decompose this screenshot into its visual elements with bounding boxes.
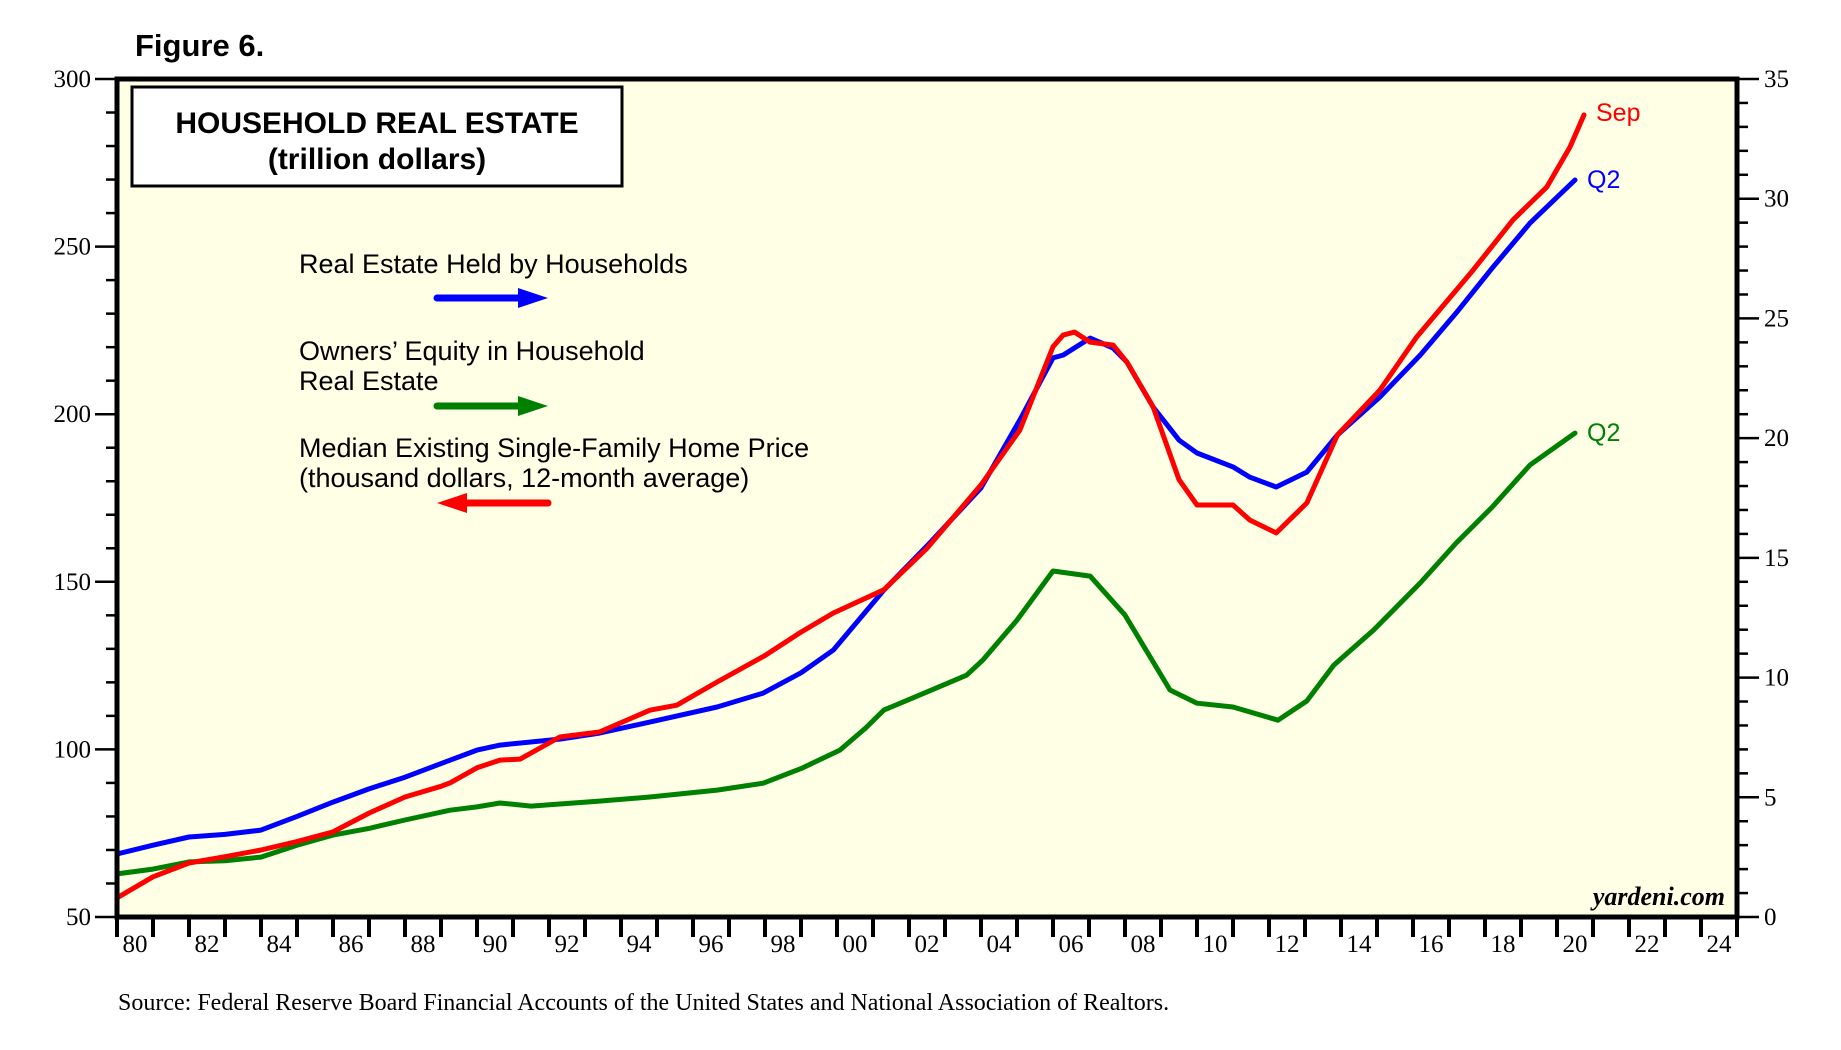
x-axis-tick-label: 86 — [339, 931, 364, 958]
right-axis-tick-label: 20 — [1764, 425, 1789, 452]
plot-frame — [114, 76, 1740, 920]
arrow-right-icon — [518, 396, 548, 416]
chart-title: HOUSEHOLD REAL ESTATE — [175, 107, 578, 140]
x-axis-tick-label: 94 — [627, 931, 653, 958]
right-axis: 0 5 10 15 20 25 30 35 — [1737, 66, 1789, 931]
right-axis-tick-label: 15 — [1764, 545, 1789, 572]
left-axis-tick-label: 300 — [54, 66, 92, 93]
x-axis-tick-label: 00 — [843, 931, 868, 958]
right-axis-tick-label: 5 — [1764, 784, 1777, 811]
title-box-frame — [130, 85, 624, 188]
x-axis-tick-label: 98 — [771, 931, 796, 958]
plot-area — [117, 79, 1737, 917]
end-label: Q2 — [1587, 166, 1620, 194]
arrow-left-icon — [437, 493, 467, 513]
end-label: Sep — [1596, 99, 1640, 127]
legend-item: Real Estate Held by Households — [299, 249, 688, 308]
x-axis-tick-label: 80 — [123, 931, 148, 958]
x-axis-tick-label: 16 — [1419, 931, 1444, 958]
x-axis-tick-label: 18 — [1491, 931, 1516, 958]
x-axis-tick-label: 96 — [699, 931, 724, 958]
right-axis-tick-label: 25 — [1764, 305, 1789, 332]
x-axis-tick-label: 88 — [411, 931, 436, 958]
x-axis-tick-label: 20 — [1563, 931, 1588, 958]
legend-label: (thousand dollars, 12-month average) — [299, 463, 749, 493]
legend-item: Median Existing Single-Family Home Price… — [299, 433, 809, 513]
x-axis-tick-label: 24 — [1707, 931, 1733, 958]
brand-label: yardeni.com — [1590, 882, 1725, 911]
series-line-median-existing-single-family-home-price — [114, 112, 1587, 901]
x-axis-tick-label: 92 — [555, 931, 580, 958]
right-axis-tick-label: 10 — [1764, 665, 1789, 692]
x-axis-tick-label: 02 — [915, 931, 940, 958]
series-line-owners-equity-in-household-real-estate — [114, 430, 1578, 877]
x-axis-tick-label: 04 — [987, 931, 1013, 958]
end-label: Q2 — [1587, 419, 1620, 447]
x-axis-tick-label: 12 — [1275, 931, 1300, 958]
legend: Real Estate Held by Households Owners’ Eq… — [299, 249, 809, 513]
arrow-right-icon — [518, 288, 548, 308]
chart-title-box: HOUSEHOLD REAL ESTATE (trillion dollars) — [130, 85, 624, 188]
x-axis-tick-label: 10 — [1203, 931, 1228, 958]
legend-label: Median Existing Single-Family Home Price — [299, 433, 809, 463]
x-axis-tick-label: 82 — [195, 931, 220, 958]
left-axis: 50 100 150 200 250 300 — [54, 66, 117, 931]
left-axis-tick-label: 150 — [54, 569, 92, 596]
legend-label: Owners’ Equity in Household — [299, 336, 645, 366]
x-axis-tick-label: 84 — [267, 931, 293, 958]
left-axis-tick-label: 250 — [54, 234, 92, 261]
end-labels: Q2 Q2 Sep — [1587, 99, 1640, 447]
right-axis-tick-label: 0 — [1764, 904, 1777, 931]
figure-label: Figure 6. — [135, 28, 264, 63]
left-axis-tick-label: 50 — [66, 904, 91, 931]
left-axis-tick-label: 200 — [54, 401, 92, 428]
legend-label: Real Estate — [299, 366, 439, 396]
series-lines — [114, 112, 1587, 901]
left-axis-tick-label: 100 — [54, 736, 92, 763]
x-axis-tick-label: 08 — [1131, 931, 1156, 958]
x-axis: 80 82 84 86 88 90 92 94 96 98 00 02 04 06 08 10 12 14 16 18… — [115, 917, 1739, 958]
right-axis-tick-label: 30 — [1764, 186, 1789, 213]
chart-subtitle: (trillion dollars) — [268, 143, 486, 176]
x-axis-tick-label: 06 — [1059, 931, 1084, 958]
source-note: Source: Federal Reserve Board Financial … — [118, 990, 1169, 1016]
legend-label: Real Estate Held by Households — [299, 249, 688, 279]
x-axis-tick-label: 22 — [1635, 931, 1660, 958]
x-axis-tick-label: 90 — [483, 931, 508, 958]
right-axis-tick-label: 35 — [1764, 66, 1789, 93]
x-axis-tick-label: 14 — [1347, 931, 1373, 958]
